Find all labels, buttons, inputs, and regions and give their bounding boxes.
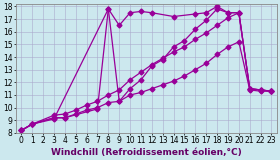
X-axis label: Windchill (Refroidissement éolien,°C): Windchill (Refroidissement éolien,°C) — [51, 148, 242, 157]
